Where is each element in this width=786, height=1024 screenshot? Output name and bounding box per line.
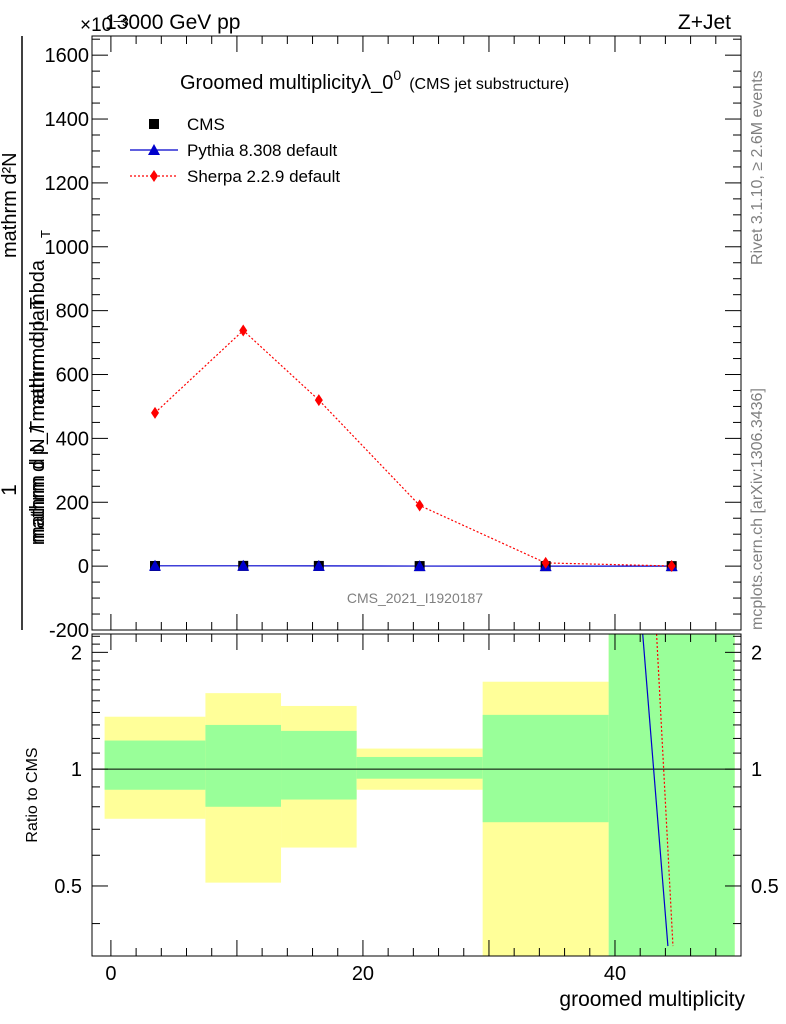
ratio-series-line xyxy=(642,633,669,947)
ratio-ylabel: Ratio to CMS xyxy=(24,747,41,842)
ratio-series-line xyxy=(655,633,674,947)
ratio-xtick-label: 20 xyxy=(352,963,374,985)
ratio-band-inner xyxy=(281,730,357,800)
ratio-band-inner xyxy=(608,634,735,956)
data-point xyxy=(151,406,160,419)
title-superscript: 0 xyxy=(393,67,401,83)
main-ytick-label: 1000 xyxy=(45,237,90,259)
data-point xyxy=(237,559,250,571)
ratio-y-ticks: 0.5 0.5 1 1 2 2 xyxy=(54,635,779,925)
ratio-ytick-label: 0.5 xyxy=(54,876,82,898)
ratio-ytick-label-right: 0.5 xyxy=(751,876,779,898)
data-point xyxy=(415,499,424,512)
ratio-ytick-label: 2 xyxy=(71,642,82,664)
main-ytick-label: 0 xyxy=(78,556,89,578)
main-x-ticks xyxy=(110,36,717,630)
ylabel-right-numerator: mathrm d²N xyxy=(0,152,21,258)
ratio-ytick-label-right: 2 xyxy=(751,642,762,664)
main-ytick-label: 200 xyxy=(56,492,89,514)
main-plot-frame xyxy=(91,35,742,631)
legend-label: Pythia 8.308 default xyxy=(187,141,338,160)
main-series-layer xyxy=(149,324,678,572)
data-point xyxy=(239,324,248,337)
data-point xyxy=(149,559,162,571)
legend-marker xyxy=(149,119,159,129)
plot-title: Groomed multiplicityλ_00(CMS jet substru… xyxy=(180,67,569,94)
data-point xyxy=(667,559,676,572)
main-ytick-label: 1200 xyxy=(45,173,90,195)
ratio-band-inner xyxy=(356,756,483,779)
ratio-band-inner xyxy=(104,740,206,790)
ratio-bands xyxy=(92,634,741,956)
data-point xyxy=(413,560,426,572)
legend-marker xyxy=(150,170,158,182)
main-ytick-label: 600 xyxy=(56,365,89,387)
ratio-lines xyxy=(642,633,674,947)
main-ylabel: 1 mathrm d N / mathrm d p_T mathrm d²N m… xyxy=(0,36,53,630)
main-ytick-label: 400 xyxy=(56,428,89,450)
x-axis-label: groomed multiplicity xyxy=(559,988,745,1011)
process-label: Z+Jet xyxy=(678,11,731,34)
ratio-xtick-label: 0 xyxy=(105,963,116,985)
rivet-label: Rivet 3.1.10, ≥ 2.6M events xyxy=(749,70,766,265)
series-line xyxy=(154,329,672,567)
data-point xyxy=(312,559,325,571)
data-point xyxy=(314,394,323,407)
ratio-ytick-label: 1 xyxy=(71,759,82,781)
ratio-ytick-label-right: 1 xyxy=(751,759,762,781)
legend-label: Sherpa 2.2.9 default xyxy=(187,167,340,186)
main-y-ticks: -200 0 200 400 600 800 1000 1200 1400 1600 xyxy=(45,38,741,642)
ylabel-denominator: mathrm d N / mathrm d p_T xyxy=(27,297,49,543)
ratio-band-inner xyxy=(482,714,609,823)
ylabel-sub: T xyxy=(38,230,53,238)
exponent-label: ×10⁻³ xyxy=(80,15,129,36)
legend-marker xyxy=(148,144,160,155)
ylabel-right-denominator: mathrm d p_T mathrm d lambda xyxy=(27,259,49,545)
legend-label: CMS xyxy=(187,115,225,134)
energy-label: 13000 GeV pp xyxy=(105,11,240,34)
main-ytick-label: 1400 xyxy=(45,109,90,131)
ratio-band-inner xyxy=(205,724,282,807)
ratio-x-ticks: 0 20 40 xyxy=(105,634,717,985)
ratio-plot-frame xyxy=(91,633,742,957)
data-point xyxy=(541,556,550,569)
main-ytick-label: 800 xyxy=(56,301,89,323)
watermark: CMS_2021_I1920187 xyxy=(347,590,483,606)
ylabel-numerator: 1 xyxy=(0,484,21,496)
main-ytick-label: -200 xyxy=(49,620,89,642)
legend: CMS Pythia 8.308 default Sherpa 2.2.9 defa… xyxy=(130,115,340,186)
mcplots-label: mcplots.cern.ch [arXiv:1306.3436] xyxy=(749,388,766,630)
main-ytick-label: 1600 xyxy=(45,45,90,67)
ratio-xtick-label: 40 xyxy=(604,963,626,985)
